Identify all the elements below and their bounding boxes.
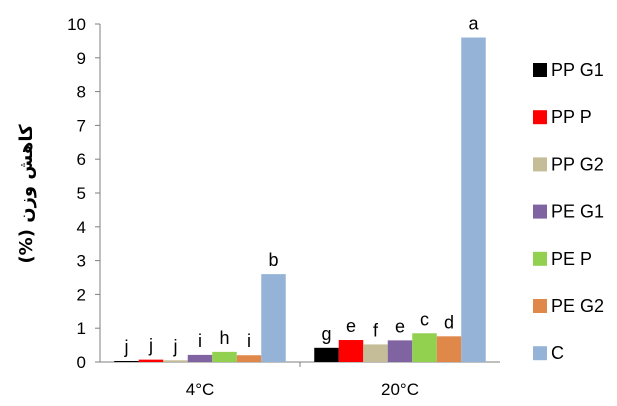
bar <box>187 354 213 362</box>
x-category-label: 4°C <box>186 380 215 399</box>
bar <box>436 336 462 362</box>
y-tick-label: 1 <box>77 319 86 338</box>
bar <box>412 333 437 362</box>
bar-data-label: j <box>148 336 153 356</box>
y-tick-label: 6 <box>77 150 86 169</box>
y-axis-label: کاهش وزن (%) <box>16 124 37 264</box>
bar <box>212 351 237 362</box>
bar <box>138 359 164 362</box>
bar-data-labels: j j j i h ibg e f e c da <box>124 14 480 357</box>
legend-swatch <box>533 299 547 313</box>
legend-label: PP P <box>551 107 592 127</box>
bar <box>461 37 486 363</box>
legend-swatch <box>533 251 547 266</box>
bar <box>314 347 339 362</box>
bar-data-label: j <box>124 337 129 357</box>
x-axis-categories: 4°C 20°C <box>186 380 419 399</box>
bar-data-label: d <box>444 312 454 332</box>
bar-data-label: e <box>346 316 356 336</box>
bar <box>114 360 139 362</box>
bar-data-label: e <box>395 316 405 336</box>
bar <box>387 340 413 362</box>
legend-swatch <box>533 346 547 361</box>
legend: PP G1 PP P PP G2 PE G1 PE P PE G2 C <box>533 60 604 363</box>
bar <box>338 340 364 362</box>
bar-data-label: b <box>268 250 278 270</box>
bar <box>261 274 286 362</box>
bar-data-label: c <box>420 309 429 329</box>
y-tick-label: 2 <box>77 285 86 304</box>
bar-data-label: i <box>247 331 251 351</box>
legend-label: PP G1 <box>551 60 604 80</box>
legend-label: C <box>551 343 564 363</box>
chart-axes <box>99 24 500 367</box>
y-tick-label: 7 <box>77 116 86 135</box>
y-tick-label: 8 <box>77 83 86 102</box>
legend-label: PE G1 <box>551 202 604 222</box>
bars-group <box>114 37 486 363</box>
y-tick-label: 0 <box>77 353 86 372</box>
bar-data-label: f <box>373 320 379 340</box>
y-tick-label: 9 <box>77 49 86 68</box>
bar-data-label: j <box>173 336 178 356</box>
bar-data-label: a <box>468 14 479 34</box>
legend-swatch <box>533 157 547 172</box>
bar-data-label: h <box>219 328 229 348</box>
legend-label: PE P <box>551 249 592 269</box>
legend-swatch <box>533 204 547 219</box>
bar-data-label: i <box>198 331 202 351</box>
bar <box>163 360 188 362</box>
y-tick-label: 5 <box>77 184 86 203</box>
y-tick-label: 10 <box>67 15 86 34</box>
legend-label: PP G2 <box>551 154 604 174</box>
legend-swatch <box>533 110 547 125</box>
y-axis-ticks: 0 1 2 3 4 5 6 7 8 9 10 <box>67 15 100 372</box>
x-category-label: 20°C <box>381 380 419 399</box>
bar <box>363 344 388 362</box>
y-tick-label: 3 <box>77 252 86 271</box>
legend-swatch <box>533 63 547 77</box>
legend-label: PE G2 <box>551 296 604 316</box>
bar-data-label: g <box>321 324 331 344</box>
bar <box>236 355 262 362</box>
y-tick-label: 4 <box>77 218 86 237</box>
